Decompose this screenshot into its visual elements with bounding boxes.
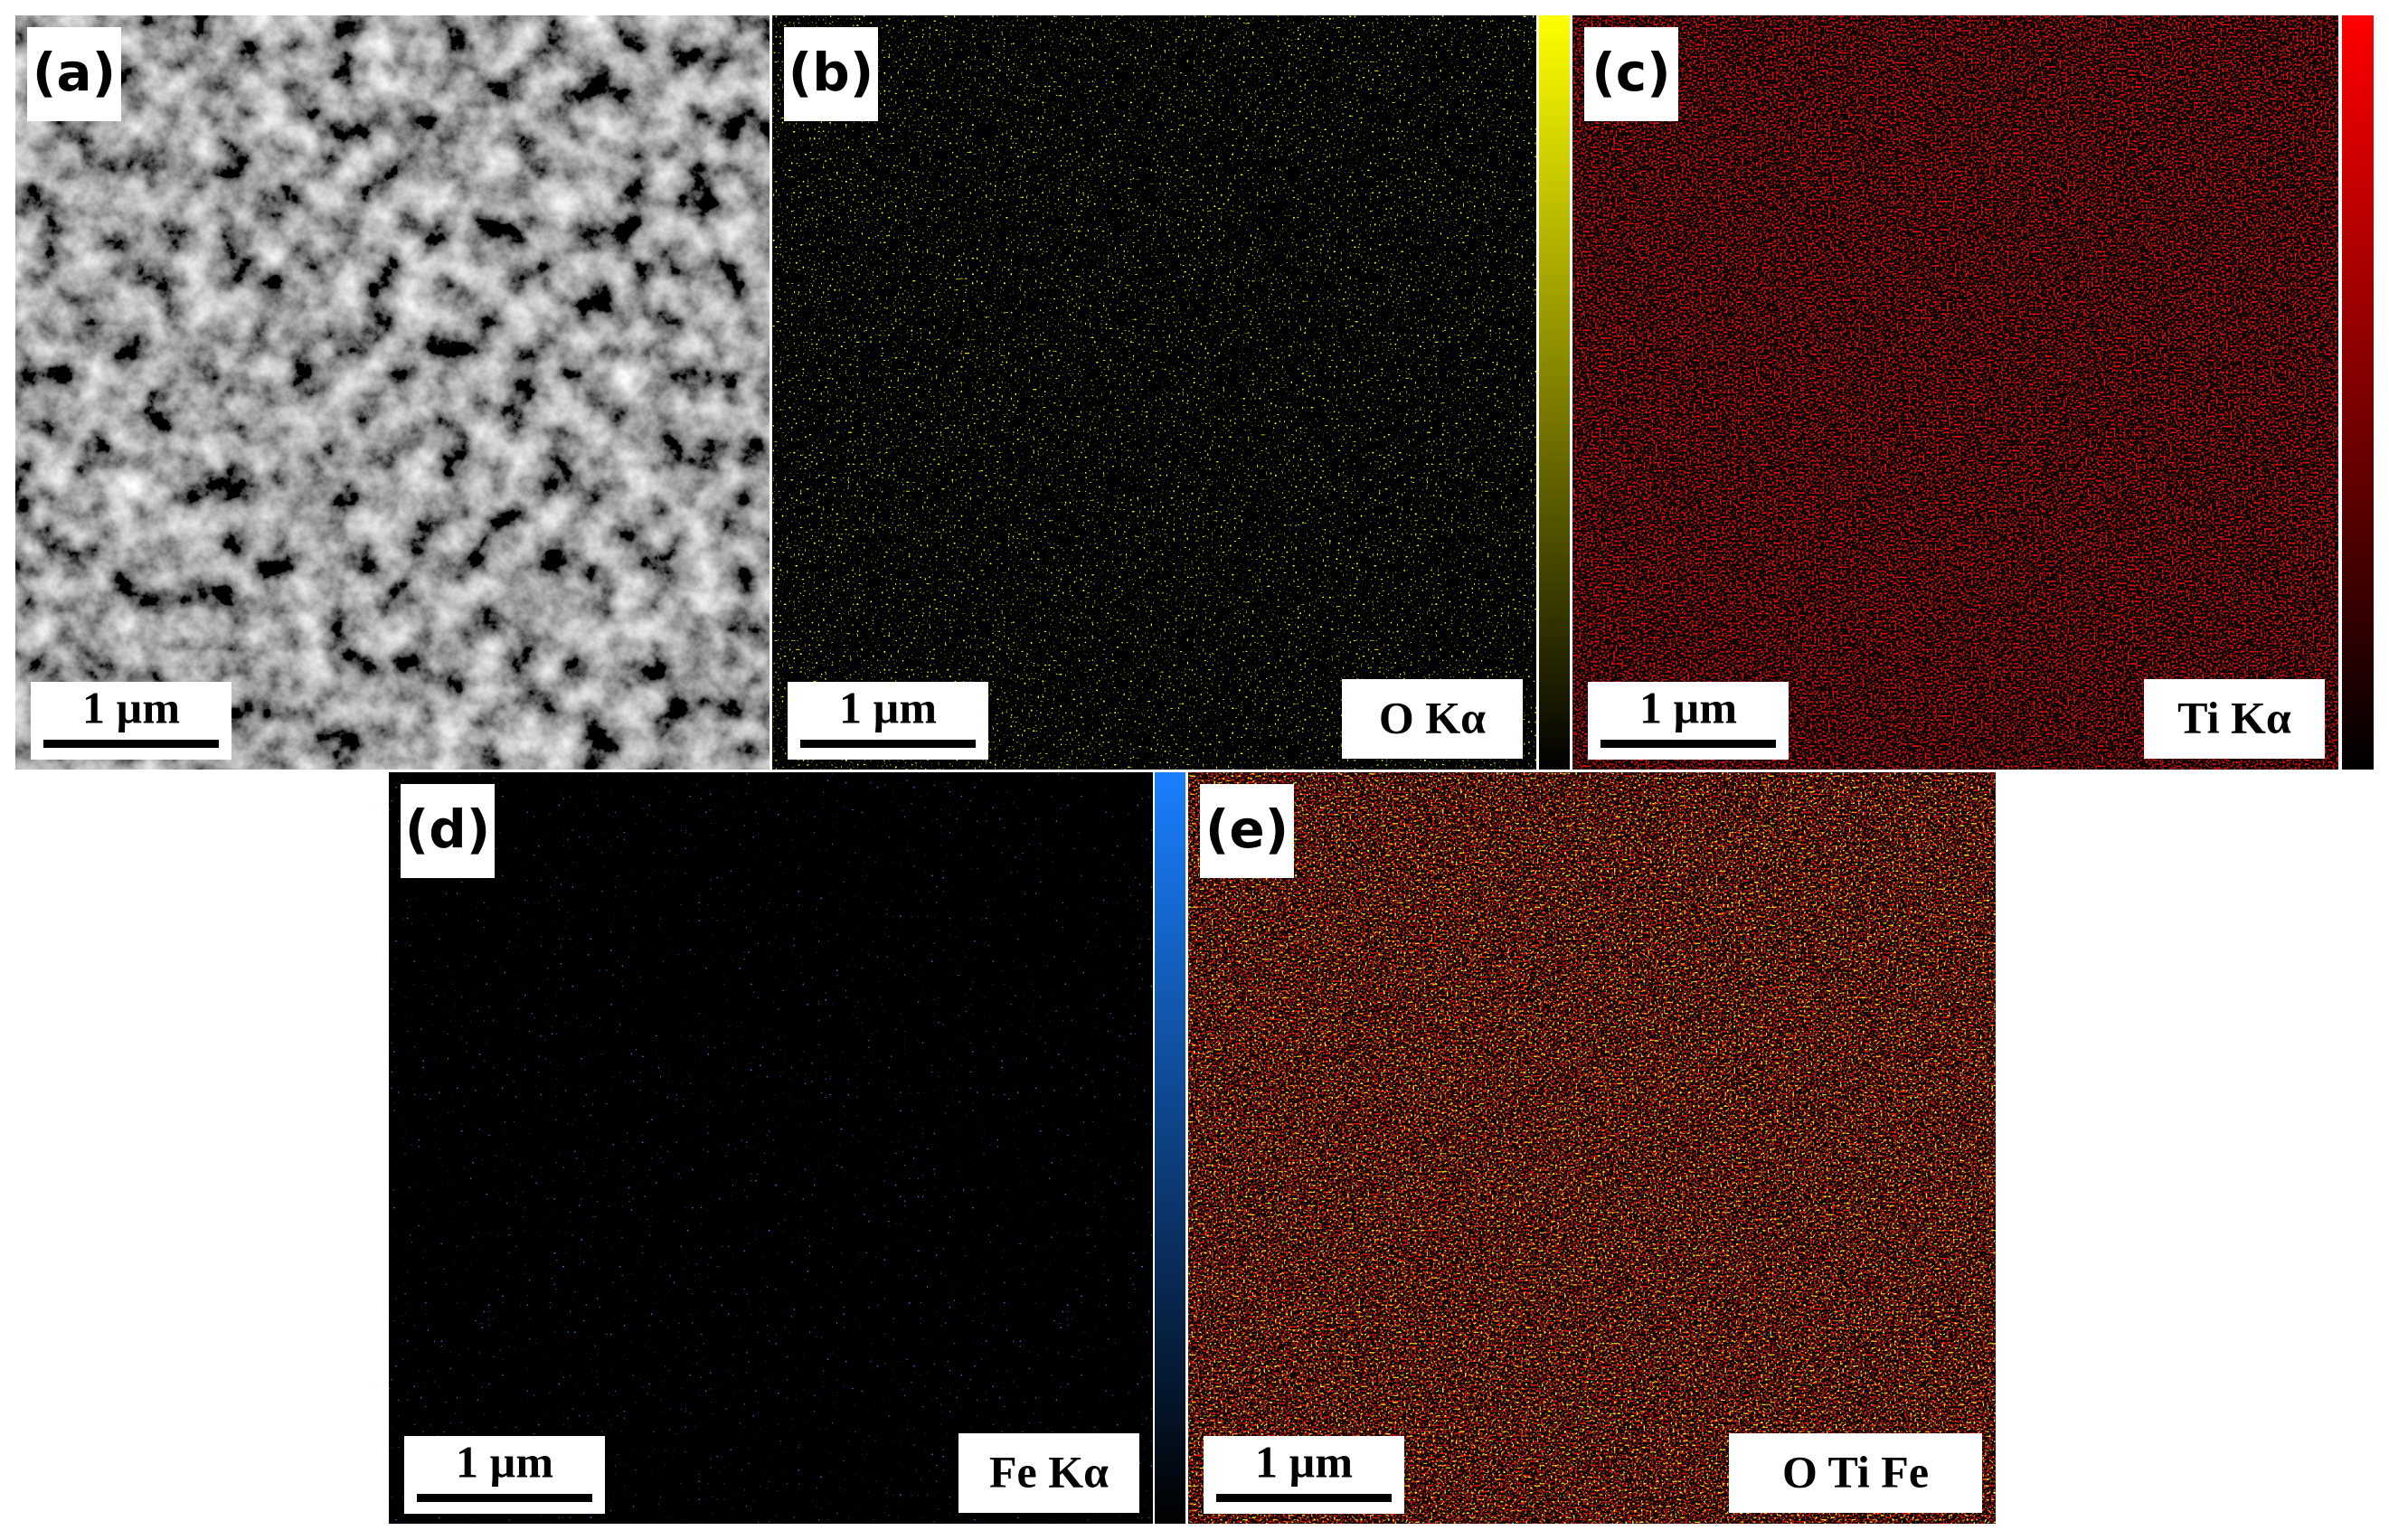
map-layer: [1572, 15, 2338, 770]
panel: (b) 1 µm O Kα: [772, 15, 1570, 770]
panel: (c) 1 µm Ti Kα: [1572, 15, 2374, 770]
panel: (d) 1 µm Fe Kα: [389, 772, 1185, 1524]
scale-bar-text: 1 µm: [456, 1436, 553, 1487]
scale-bar-text: 1 µm: [839, 682, 937, 732]
color-scale-bar: [1539, 15, 1570, 770]
scale-bar-line: [1601, 740, 1776, 748]
element-label: O Ti Fe: [1782, 1446, 1929, 1497]
scale-bar-text: 1 µm: [82, 682, 180, 732]
element-label-box: [1342, 679, 1523, 759]
panel-label: (b): [788, 42, 874, 103]
element-label-box: [2144, 679, 2325, 759]
panel-label: (a): [33, 42, 116, 103]
panel-label: (c): [1591, 42, 1670, 103]
color-scale-bar: [1155, 772, 1185, 1524]
scale-bar-text: 1 µm: [1639, 682, 1737, 732]
panel-label-box: [27, 27, 121, 121]
panel-label: (e): [1205, 798, 1289, 860]
scale-bar-text: 1 µm: [1255, 1436, 1353, 1487]
scale-bar-line: [1216, 1494, 1392, 1502]
map-layer: [389, 772, 1153, 1524]
element-label-box: [1729, 1433, 1982, 1513]
panel-label-box: [1200, 784, 1294, 878]
element-label-box: [958, 1433, 1139, 1513]
scale-bar-line: [800, 740, 976, 748]
map-layer: [772, 15, 1536, 770]
panel-label-box: [401, 784, 495, 878]
panel: (e) 1 µm O Ti Fe: [1188, 772, 1996, 1524]
scale-bar-line: [417, 1494, 592, 1502]
panel: (a) 1 µm: [15, 15, 770, 770]
scale-bar-line: [43, 740, 219, 748]
panel-label-box: [1584, 27, 1678, 121]
map-layer: [15, 15, 770, 770]
map-layer: [1188, 772, 1996, 1524]
panel-label-box: [784, 27, 878, 121]
element-label: Ti Kα: [2177, 692, 2291, 742]
color-scale-bar: [2342, 15, 2374, 770]
element-label: O Kα: [1379, 692, 1486, 742]
panel-label: (d): [405, 798, 491, 860]
element-label: Fe Kα: [989, 1446, 1109, 1497]
